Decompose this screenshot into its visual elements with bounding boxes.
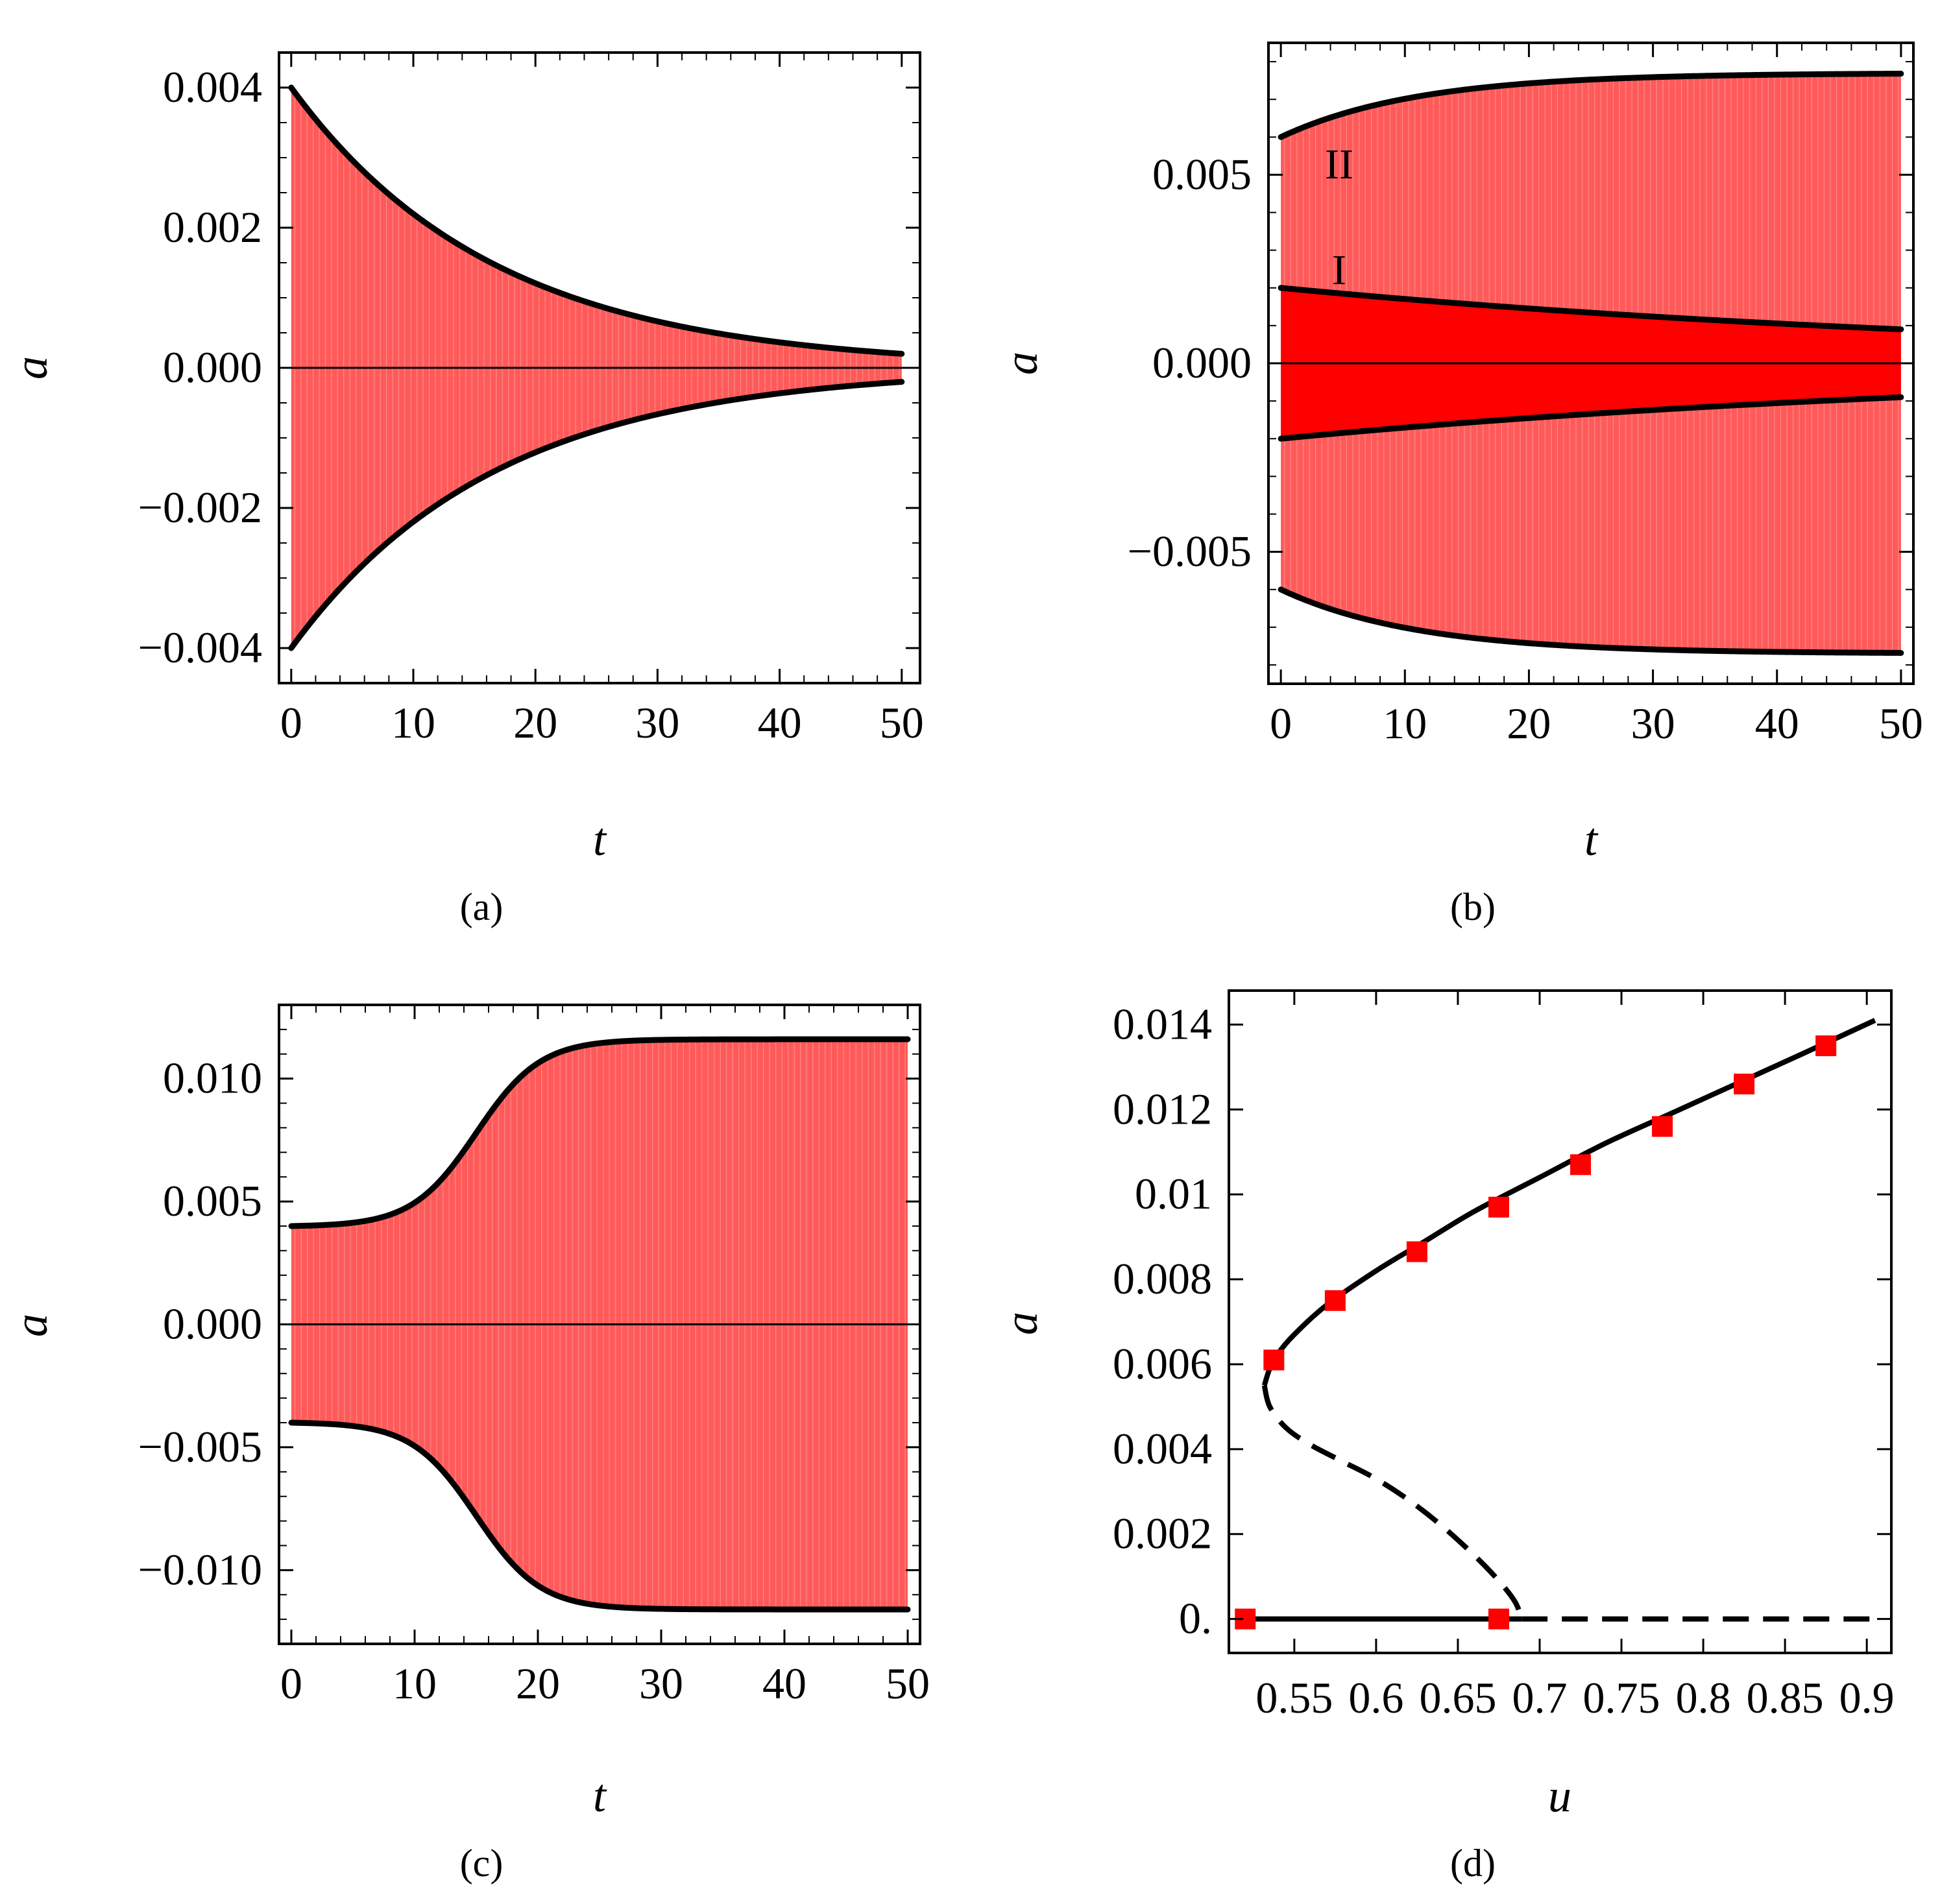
y-tick-label: −0.004 bbox=[138, 623, 262, 672]
y-tick-label: 0.008 bbox=[1113, 1254, 1212, 1303]
panel-b-xlabel: t bbox=[1584, 813, 1599, 865]
x-tick-label: 10 bbox=[393, 1659, 437, 1708]
y-tick-label: 0. bbox=[1179, 1594, 1212, 1643]
x-tick-label: 50 bbox=[880, 698, 924, 747]
data-marker bbox=[1406, 1241, 1427, 1262]
data-marker bbox=[1488, 1608, 1509, 1630]
data-marker bbox=[1263, 1349, 1285, 1371]
panel-c-ticks: 0 10 20 30 40 50 −0.010 −0.005 0.000 0.005 0.010 bbox=[138, 1004, 930, 1708]
panel-b-ticks: 0 10 20 30 40 50 −0.005 0.000 0.005 bbox=[1128, 43, 1923, 748]
x-tick-label: 0.55 bbox=[1255, 1673, 1333, 1722]
y-tick-label: 0.000 bbox=[1152, 338, 1252, 387]
y-tick-label: 0.010 bbox=[163, 1054, 262, 1103]
x-tick-label: 30 bbox=[1631, 699, 1675, 748]
x-tick-label: 10 bbox=[391, 698, 435, 747]
x-tick-label: 0.9 bbox=[1839, 1673, 1895, 1722]
y-tick-label: 0.014 bbox=[1113, 999, 1212, 1048]
data-marker bbox=[1652, 1116, 1673, 1137]
envelope-lower-envelope bbox=[288, 1419, 911, 1613]
panel-d-ticks: 0.55 0.6 0.65 0.7 0.75 0.8 0.85 0.9 0. 0.002 0.004… bbox=[1113, 991, 1895, 1722]
x-tick-label: 30 bbox=[635, 698, 679, 747]
y-tick-label: 0.004 bbox=[163, 62, 262, 112]
x-tick-label: 0 bbox=[1270, 699, 1292, 748]
x-tick-label: 40 bbox=[762, 1659, 806, 1708]
x-tick-label: 20 bbox=[1507, 699, 1551, 748]
panel-a-ticks: 0 10 20 30 40 50 −0.004 −0.002 0.000 0.002 0.004 bbox=[138, 52, 924, 747]
y-tick-label: 0.006 bbox=[1113, 1339, 1212, 1388]
y-tick-label: 0.000 bbox=[163, 1299, 262, 1349]
panel-d-xlabel: u bbox=[1548, 1770, 1571, 1822]
x-tick-label: 0.6 bbox=[1348, 1673, 1403, 1722]
envelope-upper-envelope bbox=[288, 84, 905, 357]
panel-c-caption: (c) bbox=[460, 1842, 503, 1885]
branch-unstable-middle-branch bbox=[1261, 1384, 1525, 1621]
envelope-upper-II bbox=[1278, 71, 1904, 140]
data-marker bbox=[1488, 1196, 1509, 1218]
envelope-upper-envelope bbox=[288, 1036, 911, 1229]
panel-b-annotation-I: I bbox=[1332, 247, 1346, 294]
y-tick-label: −0.010 bbox=[138, 1545, 262, 1594]
panel-a-caption: (a) bbox=[460, 886, 503, 928]
y-tick-label: 0.002 bbox=[163, 202, 262, 252]
x-tick-label: 0.8 bbox=[1676, 1673, 1731, 1722]
x-tick-label: 0.7 bbox=[1512, 1673, 1567, 1722]
envelope-upper-I bbox=[1278, 285, 1904, 333]
branch-stable-upper-branch bbox=[1261, 1018, 1876, 1386]
x-tick-label: 10 bbox=[1383, 699, 1427, 748]
envelope-lower-envelope bbox=[288, 379, 905, 651]
envelope-lower-II bbox=[1278, 586, 1904, 656]
panel-a-ylabel: a bbox=[5, 356, 57, 380]
data-marker bbox=[1815, 1035, 1837, 1057]
panel-c-xlabel: t bbox=[593, 1770, 607, 1822]
x-tick-label: 0.85 bbox=[1747, 1673, 1824, 1722]
panel-a-plot bbox=[279, 84, 920, 651]
panel-c-plot bbox=[279, 1036, 920, 1613]
x-tick-label: 20 bbox=[516, 1659, 560, 1708]
panel-a-xlabel: t bbox=[593, 813, 607, 865]
panel-d-caption: (d) bbox=[1450, 1842, 1496, 1885]
panel-c: 0 10 20 30 40 50 −0.010 −0.005 0.000 0.005 0.010 a… bbox=[5, 1004, 930, 1885]
panel-a: 0 10 20 30 40 50 −0.004 −0.002 0.000 0.002 0.004 a… bbox=[5, 51, 924, 928]
panel-d-ylabel: a bbox=[995, 1312, 1047, 1335]
panel-b-caption: (b) bbox=[1450, 886, 1496, 928]
y-tick-label: −0.005 bbox=[1128, 527, 1252, 576]
y-tick-label: 0.005 bbox=[163, 1176, 262, 1225]
x-tick-label: 50 bbox=[1879, 699, 1923, 748]
data-marker bbox=[1324, 1290, 1346, 1311]
panel-d-frame bbox=[1228, 989, 1893, 1654]
panel-d-plot bbox=[1235, 1018, 1876, 1630]
y-tick-label: 0.012 bbox=[1113, 1084, 1212, 1133]
x-tick-label: 0.65 bbox=[1419, 1673, 1496, 1722]
y-tick-label: 0.004 bbox=[1113, 1424, 1212, 1473]
y-tick-label: 0.01 bbox=[1135, 1169, 1212, 1218]
x-tick-label: 40 bbox=[1755, 699, 1799, 748]
x-tick-label: 0.75 bbox=[1583, 1673, 1660, 1722]
x-tick-label: 0 bbox=[280, 698, 302, 747]
x-tick-label: 20 bbox=[513, 698, 557, 747]
panel-b: 0 10 20 30 40 50 −0.005 0.000 0.005 II I a t (b) bbox=[995, 42, 1923, 928]
y-tick-label: 0.002 bbox=[1113, 1509, 1212, 1558]
data-marker bbox=[1734, 1073, 1755, 1094]
x-tick-label: 0 bbox=[280, 1659, 302, 1708]
x-tick-label: 30 bbox=[639, 1659, 683, 1708]
y-tick-label: −0.002 bbox=[138, 483, 262, 532]
panel-c-ylabel: a bbox=[5, 1314, 57, 1337]
y-tick-label: 0.000 bbox=[163, 343, 262, 392]
panel-b-plot bbox=[1268, 71, 1913, 656]
panel-b-annotation-II: II bbox=[1325, 141, 1353, 188]
panel-d: 0.55 0.6 0.65 0.7 0.75 0.8 0.85 0.9 0. 0.002 0.004… bbox=[995, 989, 1895, 1885]
y-tick-label: −0.005 bbox=[138, 1422, 262, 1471]
y-tick-label: 0.005 bbox=[1152, 149, 1252, 199]
panel-b-ylabel: a bbox=[995, 352, 1047, 375]
envelope-lower-I bbox=[1278, 394, 1904, 442]
x-tick-label: 40 bbox=[758, 698, 802, 747]
data-marker bbox=[1570, 1154, 1592, 1175]
x-tick-label: 50 bbox=[886, 1659, 930, 1708]
